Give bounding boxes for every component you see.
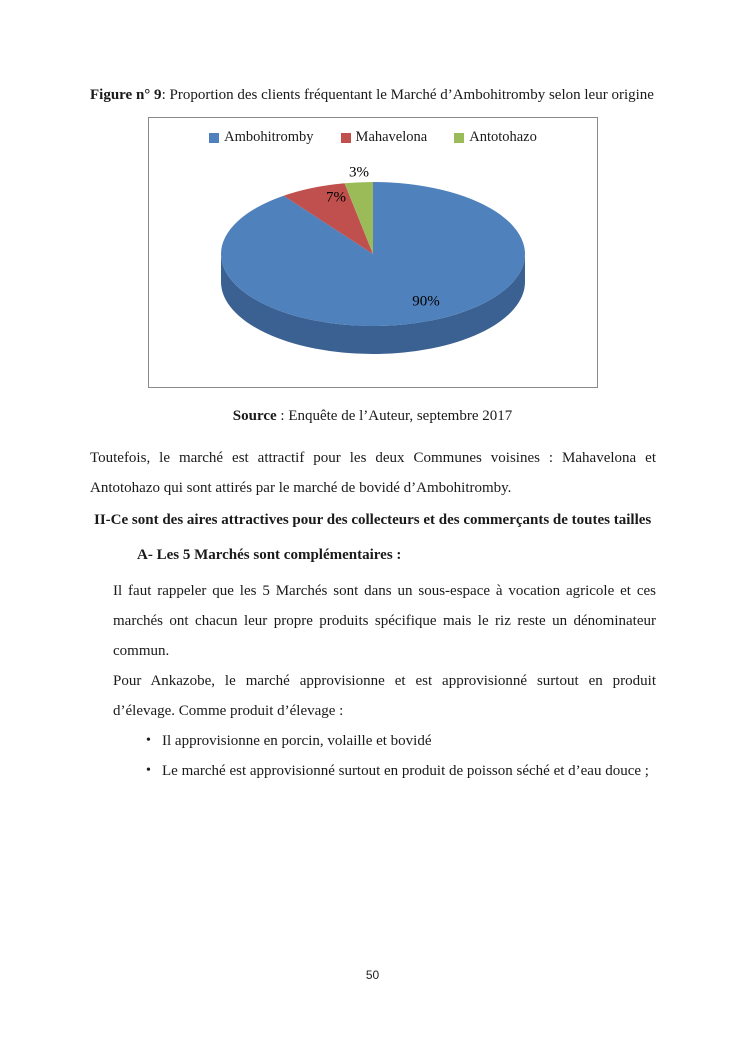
legend-label: Ambohitromby (224, 129, 314, 145)
pie-side (221, 254, 525, 354)
figure-title-text: : Proportion des clients fréquentant le … (161, 87, 654, 103)
source-text: : Enquête de l’Auteur, septembre 2017 (276, 408, 513, 424)
figure-title: Figure n° 9: Proportion des clients fréq… (90, 87, 654, 104)
heading-subsection-a: A- Les 5 Marchés sont complémentaires : (137, 547, 402, 563)
pie-slice-antotohazo (344, 182, 373, 254)
bullet-text: Le marché est approvisionné surtout en p… (162, 763, 649, 779)
figure-source: Source : Enquête de l’Auteur, septembre … (0, 408, 745, 425)
heading-section-ii: II-Ce sont des aires attractives pour de… (94, 512, 652, 528)
page-number: 50 (365, 968, 380, 982)
pie-label-90pct: 90% (412, 293, 440, 310)
paragraph-ankazobe: Pour Ankazobe, le marché approvisionne e… (113, 673, 656, 719)
paragraph-toutefois: Toutefois, le marché est attractif pour … (90, 450, 656, 496)
bullet-list: Il approvisionne en porcin, volaille et … (146, 726, 666, 786)
list-item: Il approvisionne en porcin, volaille et … (146, 726, 666, 756)
list-item: Le marché est approvisionné surtout en p… (146, 756, 666, 786)
legend-swatch-blue-icon (209, 132, 220, 143)
source-label: Source (232, 408, 277, 424)
legend-swatch-green-icon (454, 132, 465, 143)
bullet-icon (146, 756, 162, 786)
legend-swatch-red-icon (340, 132, 351, 143)
bullet-icon (146, 726, 162, 756)
legend-item-mahavelona: Mahavelona (340, 129, 428, 146)
legend-label: Antotohazo (469, 129, 537, 145)
legend-item-ambohitromby: Ambohitromby (209, 129, 314, 146)
legend-label: Mahavelona (355, 129, 428, 145)
pie-chart-frame: Ambohitromby Mahavelona Antotohazo 3% 7%… (148, 117, 598, 388)
figure-number: Figure n° 9 (90, 87, 162, 103)
legend-item-antotohazo: Antotohazo (454, 129, 537, 146)
pie-chart-3d (221, 182, 525, 354)
paragraph-rappeler: Il faut rappeler que les 5 Marchés sont … (113, 583, 656, 659)
bullet-text: Il approvisionne en porcin, volaille et … (162, 733, 432, 749)
pie-label-7pct: 7% (326, 189, 346, 206)
pie-slice-mahavelona (283, 183, 373, 254)
pie-label-3pct: 3% (349, 164, 369, 181)
chart-legend: Ambohitromby Mahavelona Antotohazo (149, 129, 597, 146)
